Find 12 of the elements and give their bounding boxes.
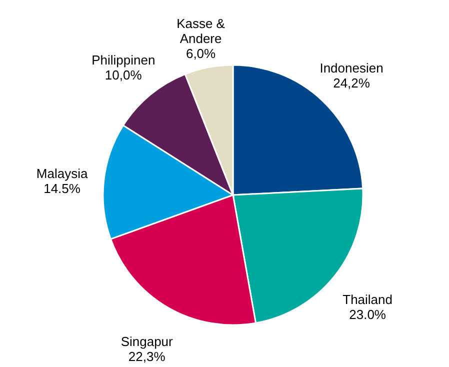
data-label: 24,2% [333,75,370,90]
slice-label: Indonesien [320,60,384,76]
slice-label: Thailand [342,292,393,308]
data-label: 23.0% [349,307,386,322]
slice-label: Singapur [120,334,174,349]
slice-label: Philippinen [92,52,156,68]
data-label: 10,0% [104,67,142,82]
slice-label: Malaysia [36,166,88,182]
slice-label: Kasse & Andere [176,16,226,46]
data-label: 14.5% [44,181,81,196]
data-label: 22,3% [128,348,166,364]
data-label: 6,0% [186,46,216,62]
